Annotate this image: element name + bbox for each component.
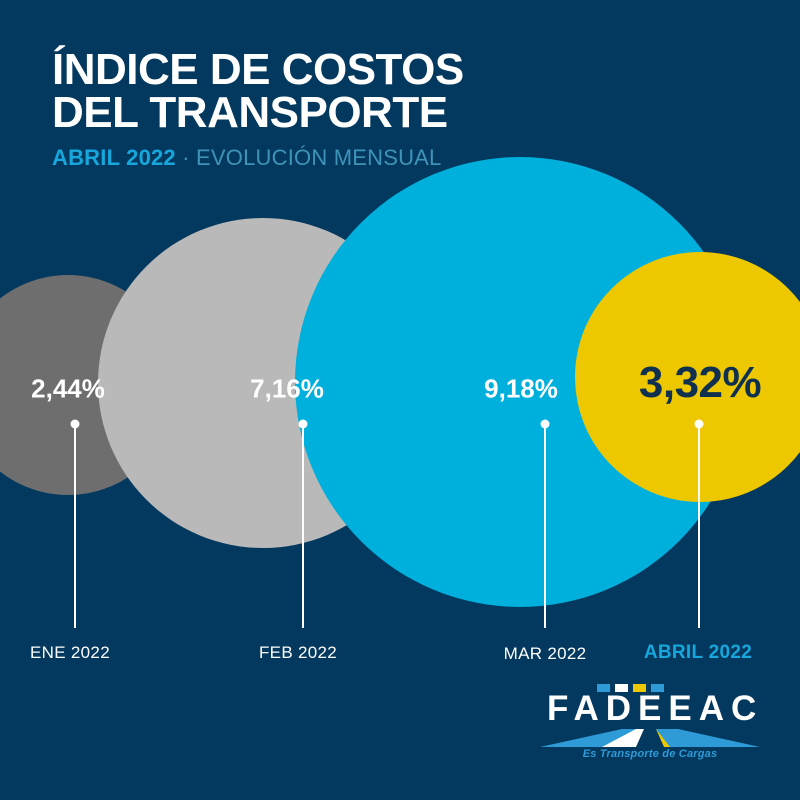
logo-wordmark: FADEEAC — [547, 689, 764, 728]
bubble-abril — [575, 252, 800, 502]
subtitle-period: ABRIL 2022 — [52, 145, 176, 171]
value-label-ene: 2,44% — [31, 373, 105, 404]
subtitle: ABRIL 2022 · EVOLUCIÓN MENSUAL — [52, 145, 752, 171]
value-label-mar: 9,18% — [484, 373, 558, 404]
pin-line-abril — [698, 424, 700, 628]
page-title-line-2: DEL TRANSPORTE — [52, 88, 448, 138]
pin-dot-abril — [694, 419, 704, 429]
pin-dot-mar — [540, 419, 550, 429]
pin-dot-ene — [70, 419, 80, 429]
pin-dot-feb — [298, 419, 308, 429]
logo-road-icon — [540, 729, 760, 747]
fadeeac-logo: FADEEAC Es Transporte de Cargas — [540, 680, 760, 762]
value-label-abril: 3,32% — [638, 358, 762, 407]
logo-dash-1-icon — [597, 684, 610, 692]
month-label-ene: ENE 2022 — [30, 643, 110, 662]
logo-tagline: Es Transporte de Cargas — [582, 748, 718, 760]
pin-line-feb — [302, 424, 304, 628]
subtitle-description: · EVOLUCIÓN MENSUAL — [175, 145, 442, 171]
page-title-line-1: ÍNDICE DE COSTOS — [52, 45, 464, 94]
logo-dash-2-icon — [615, 684, 628, 692]
logo-dashes-icon — [597, 684, 664, 692]
month-label-abril: ABRIL 2022 — [643, 642, 753, 663]
pin-line-ene — [74, 424, 76, 628]
month-label-mar: MAR 2022 — [503, 644, 587, 663]
month-label-feb: FEB 2022 — [258, 643, 338, 662]
header: ÍNDICE DE COSTOS DEL TRANSPORTE ABRIL 20… — [52, 45, 752, 171]
pin-line-mar — [544, 424, 546, 628]
value-label-feb: 7,16% — [250, 373, 324, 404]
logo-dash-3-icon — [633, 684, 646, 692]
logo-dash-4-icon — [651, 684, 664, 692]
